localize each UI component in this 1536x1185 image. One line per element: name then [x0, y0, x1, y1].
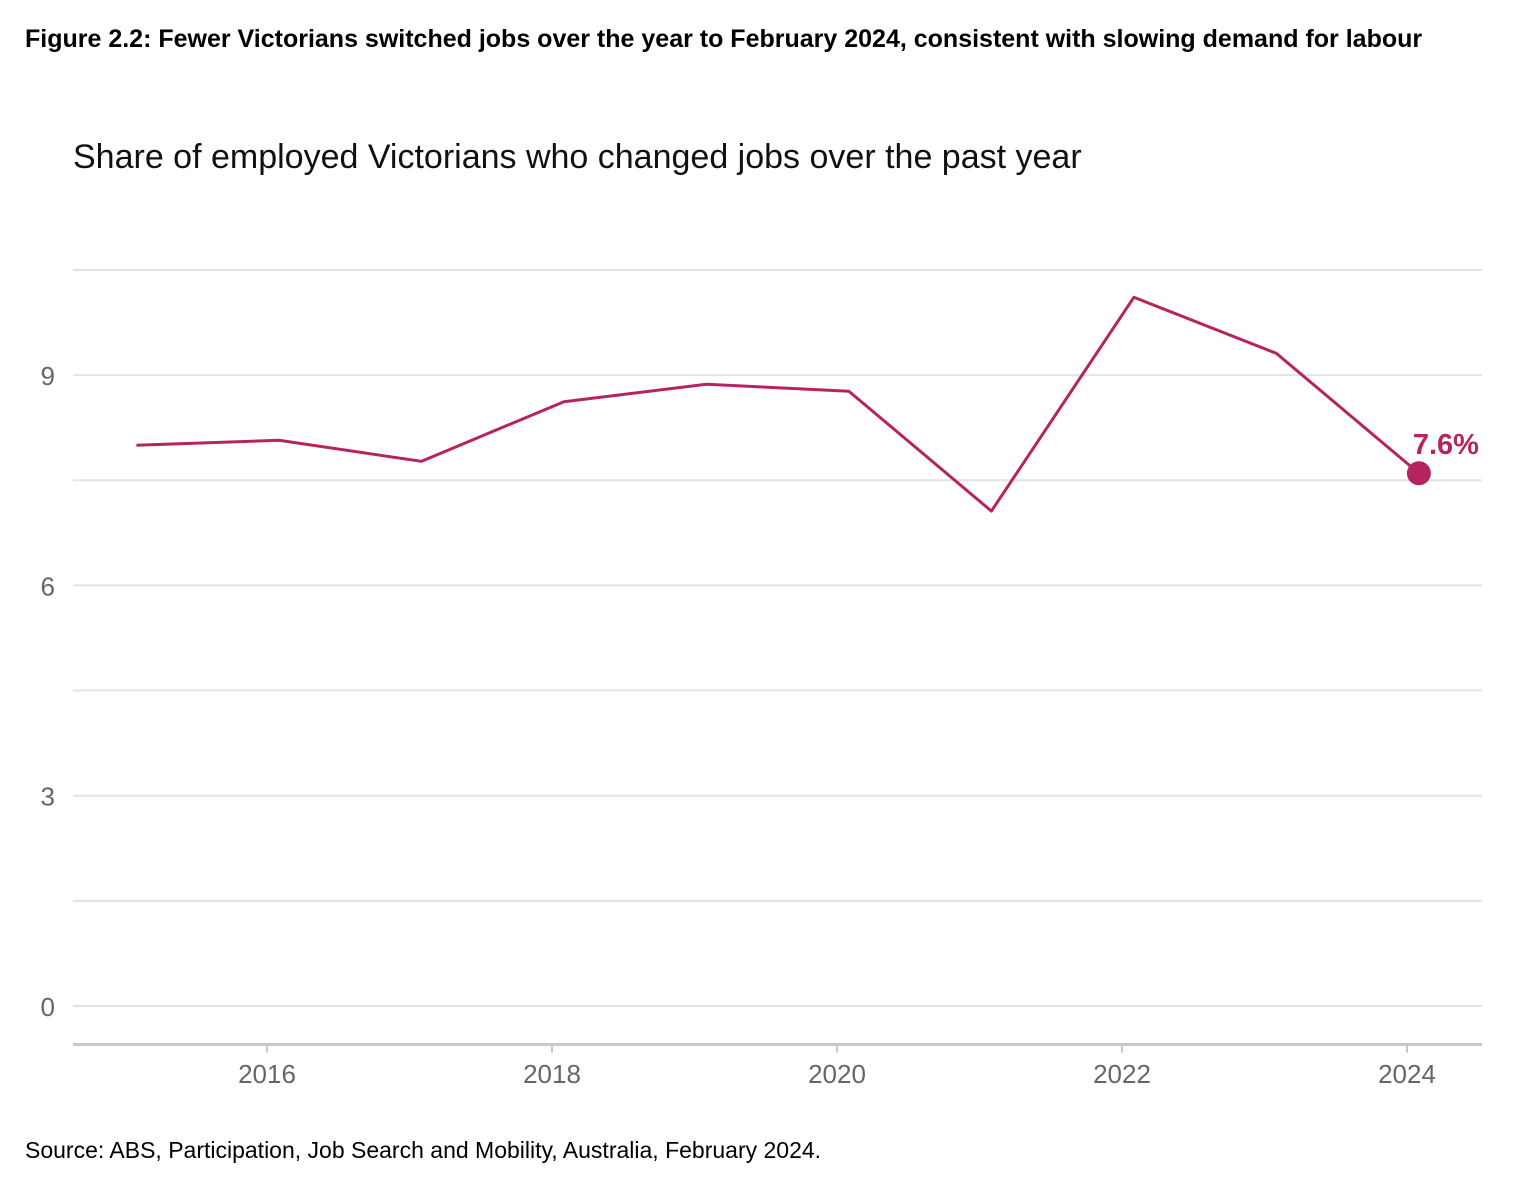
- figure-title: Figure 2.2: Fewer Victorians switched jo…: [25, 25, 1423, 53]
- x-tick-label: 2020: [808, 1059, 866, 1089]
- y-tick-label: 6: [41, 571, 55, 601]
- x-tick-label: 2018: [523, 1059, 581, 1089]
- y-tick-label: 0: [41, 992, 55, 1022]
- source-note: Source: ABS, Participation, Job Search a…: [25, 1137, 822, 1163]
- end-point-marker: [1406, 461, 1431, 486]
- x-tick-label: 2022: [1093, 1059, 1151, 1089]
- x-tick-label: 2024: [1378, 1059, 1436, 1089]
- series-line: [136, 295, 1420, 513]
- end-value-label: 7.6%: [1413, 429, 1479, 461]
- chart-title: Share of employed Victorians who changed…: [73, 138, 1082, 176]
- y-tick-label: 3: [41, 782, 55, 812]
- y-tick-label: 9: [41, 361, 55, 391]
- x-tick-label: 2016: [238, 1059, 296, 1089]
